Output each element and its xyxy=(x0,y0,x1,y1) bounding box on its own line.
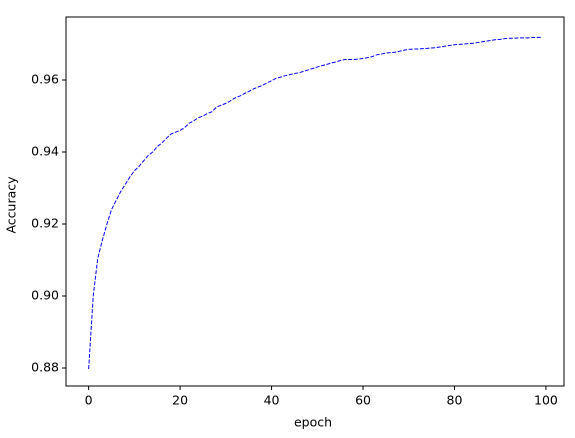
y-tick-label: 0.92 xyxy=(31,216,59,231)
x-axis-label: epoch xyxy=(294,415,332,430)
axes-frame xyxy=(65,16,565,387)
y-axis-label: Accuracy xyxy=(4,176,19,234)
y-tick-label: 0.90 xyxy=(31,288,59,303)
y-tick-label: 0.94 xyxy=(31,144,59,159)
line xyxy=(88,36,542,370)
y-tick-label: 0.88 xyxy=(31,360,59,375)
x-tick-label: 20 xyxy=(172,393,188,408)
x-tick-label: 100 xyxy=(534,393,558,408)
x-tick-label: 60 xyxy=(355,393,371,408)
y-tick-label: 0.96 xyxy=(31,72,59,87)
x-tick-label: 80 xyxy=(447,393,463,408)
x-tick-label: 0 xyxy=(85,393,93,408)
x-tick-label: 40 xyxy=(264,393,280,408)
